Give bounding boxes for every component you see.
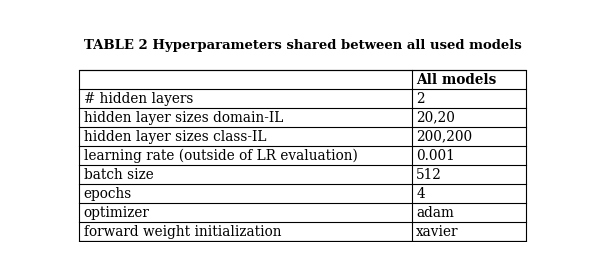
Text: 20,20: 20,20 bbox=[417, 111, 455, 125]
Text: learning rate (outside of LR evaluation): learning rate (outside of LR evaluation) bbox=[84, 149, 358, 163]
Text: epochs: epochs bbox=[84, 187, 132, 201]
Text: All models: All models bbox=[417, 73, 497, 87]
Text: 2: 2 bbox=[417, 92, 425, 106]
Text: # hidden layers: # hidden layers bbox=[84, 92, 193, 106]
Text: hidden layer sizes class-IL: hidden layer sizes class-IL bbox=[84, 130, 266, 144]
Text: 512: 512 bbox=[417, 168, 442, 182]
Text: forward weight initialization: forward weight initialization bbox=[84, 225, 281, 239]
Text: optimizer: optimizer bbox=[84, 206, 150, 220]
Text: 4: 4 bbox=[417, 187, 425, 201]
Text: 0.001: 0.001 bbox=[417, 149, 455, 163]
Text: adam: adam bbox=[417, 206, 454, 220]
Text: hidden layer sizes domain-IL: hidden layer sizes domain-IL bbox=[84, 111, 283, 125]
Text: 200,200: 200,200 bbox=[417, 130, 473, 144]
Bar bbox=[79, 70, 526, 241]
Text: TABLE 2 Hyperparameters shared between all used models: TABLE 2 Hyperparameters shared between a… bbox=[84, 39, 521, 52]
Text: xavier: xavier bbox=[417, 225, 459, 239]
Text: batch size: batch size bbox=[84, 168, 153, 182]
